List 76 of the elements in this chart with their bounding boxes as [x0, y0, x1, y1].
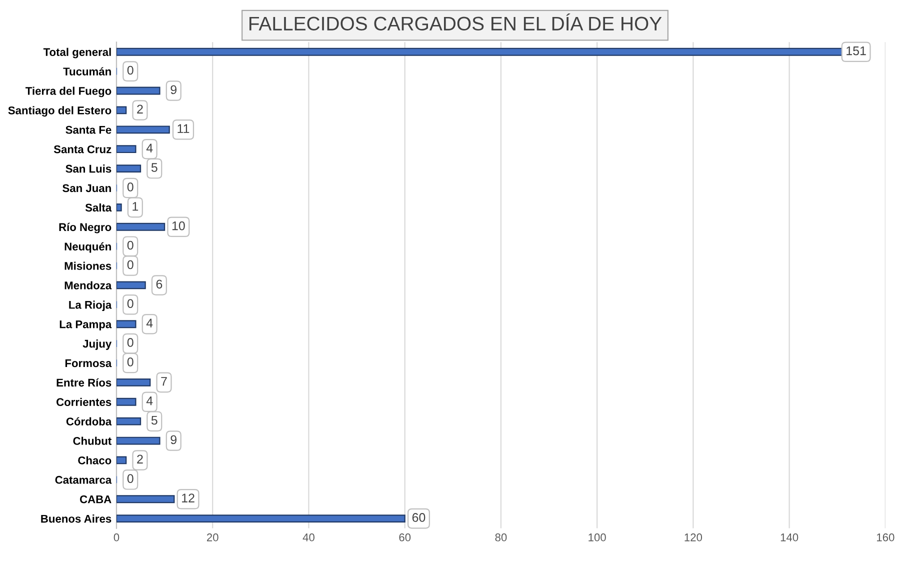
y-tick-label: Total general [43, 48, 111, 58]
y-tick-label: Chubut [73, 436, 112, 445]
x-tick-label: 40 [302, 533, 314, 542]
bar [116, 436, 160, 445]
y-tick-label: Chaco [78, 456, 112, 464]
x-tick-label: 120 [684, 533, 702, 542]
data-label: 0 [127, 260, 134, 270]
data-label: 0 [127, 182, 134, 192]
x-tick-label: 20 [206, 533, 218, 542]
data-label: 9 [170, 85, 177, 94]
y-tick-label: CABA [80, 495, 112, 504]
data-label: 6 [156, 280, 162, 289]
y-tick-label: La Pampa [60, 320, 112, 330]
bar [116, 222, 166, 231]
y-tick-label: Río Negro [59, 222, 112, 234]
x-tick-label: 100 [588, 533, 606, 542]
data-label: 4 [146, 318, 153, 328]
x-tick-label: 160 [877, 533, 894, 542]
y-tick-label: Santa Fe [66, 126, 112, 134]
y-tick-label: Entre Ríos [56, 378, 112, 387]
y-tick-label: Tucumán [63, 67, 111, 76]
y-tick-label: Córdoba [66, 417, 112, 426]
data-label: 0 [127, 338, 134, 347]
y-tick-label: La Rioja [69, 300, 112, 311]
bar [116, 203, 122, 212]
bar [116, 126, 170, 134]
bar [116, 495, 175, 504]
x-tick-label: 60 [399, 533, 411, 542]
y-tick-label: Misiones [64, 262, 112, 270]
data-label: 7 [161, 377, 167, 386]
data-label: 0 [127, 299, 134, 308]
x-tick-label: 140 [780, 533, 798, 542]
bar [116, 514, 406, 523]
bar [116, 281, 146, 290]
bar [116, 417, 142, 426]
data-label: 151 [846, 46, 866, 56]
y-tick-label: Jujuy [82, 340, 112, 350]
data-label: 12 [182, 494, 194, 502]
data-label: 5 [151, 416, 158, 425]
bar [116, 86, 160, 95]
bar [116, 320, 136, 328]
data-label: 5 [151, 163, 158, 172]
y-tick-label: Neuquén [64, 242, 111, 253]
bar [116, 106, 127, 114]
y-tick-label: Santa Cruz [54, 145, 112, 154]
data-label: 0 [127, 66, 134, 75]
bar [116, 378, 151, 386]
data-label: 0 [127, 474, 134, 484]
y-tick-label: San Juan [62, 184, 111, 192]
y-tick-label: Catamarca [55, 476, 112, 484]
data-label: 0 [127, 358, 134, 366]
x-tick-label: 80 [495, 533, 507, 542]
y-tick-label: Buenos Aires [41, 514, 112, 523]
data-label: 4 [146, 144, 153, 152]
y-tick-label: Tierra del Fuego [26, 86, 112, 98]
bar [116, 398, 136, 406]
data-label: 1 [132, 202, 138, 211]
y-tick-label: Mendoza [64, 281, 112, 290]
y-tick-label: Santiago del Estero [8, 106, 112, 117]
y-tick-label: Corrientes [56, 398, 112, 406]
data-label: 60 [412, 513, 426, 522]
y-tick-label: Salta [85, 203, 112, 212]
x-tick-label: 0 [114, 533, 120, 542]
y-tick-label: Formosa [65, 359, 112, 368]
data-label: 2 [137, 104, 143, 114]
chart-title: FALLECIDOS CARGADOS EN EL DÍA DE HOY [249, 13, 662, 31]
data-label: 2 [137, 454, 143, 464]
data-label: 4 [146, 396, 153, 406]
y-tick-label: San Luis [66, 164, 112, 173]
bar [116, 145, 136, 154]
data-label: 0 [127, 240, 134, 250]
data-label: 9 [170, 435, 177, 444]
data-label: 10 [172, 221, 185, 230]
bar [116, 164, 142, 172]
bar [116, 456, 127, 464]
data-label: 11 [178, 124, 190, 133]
